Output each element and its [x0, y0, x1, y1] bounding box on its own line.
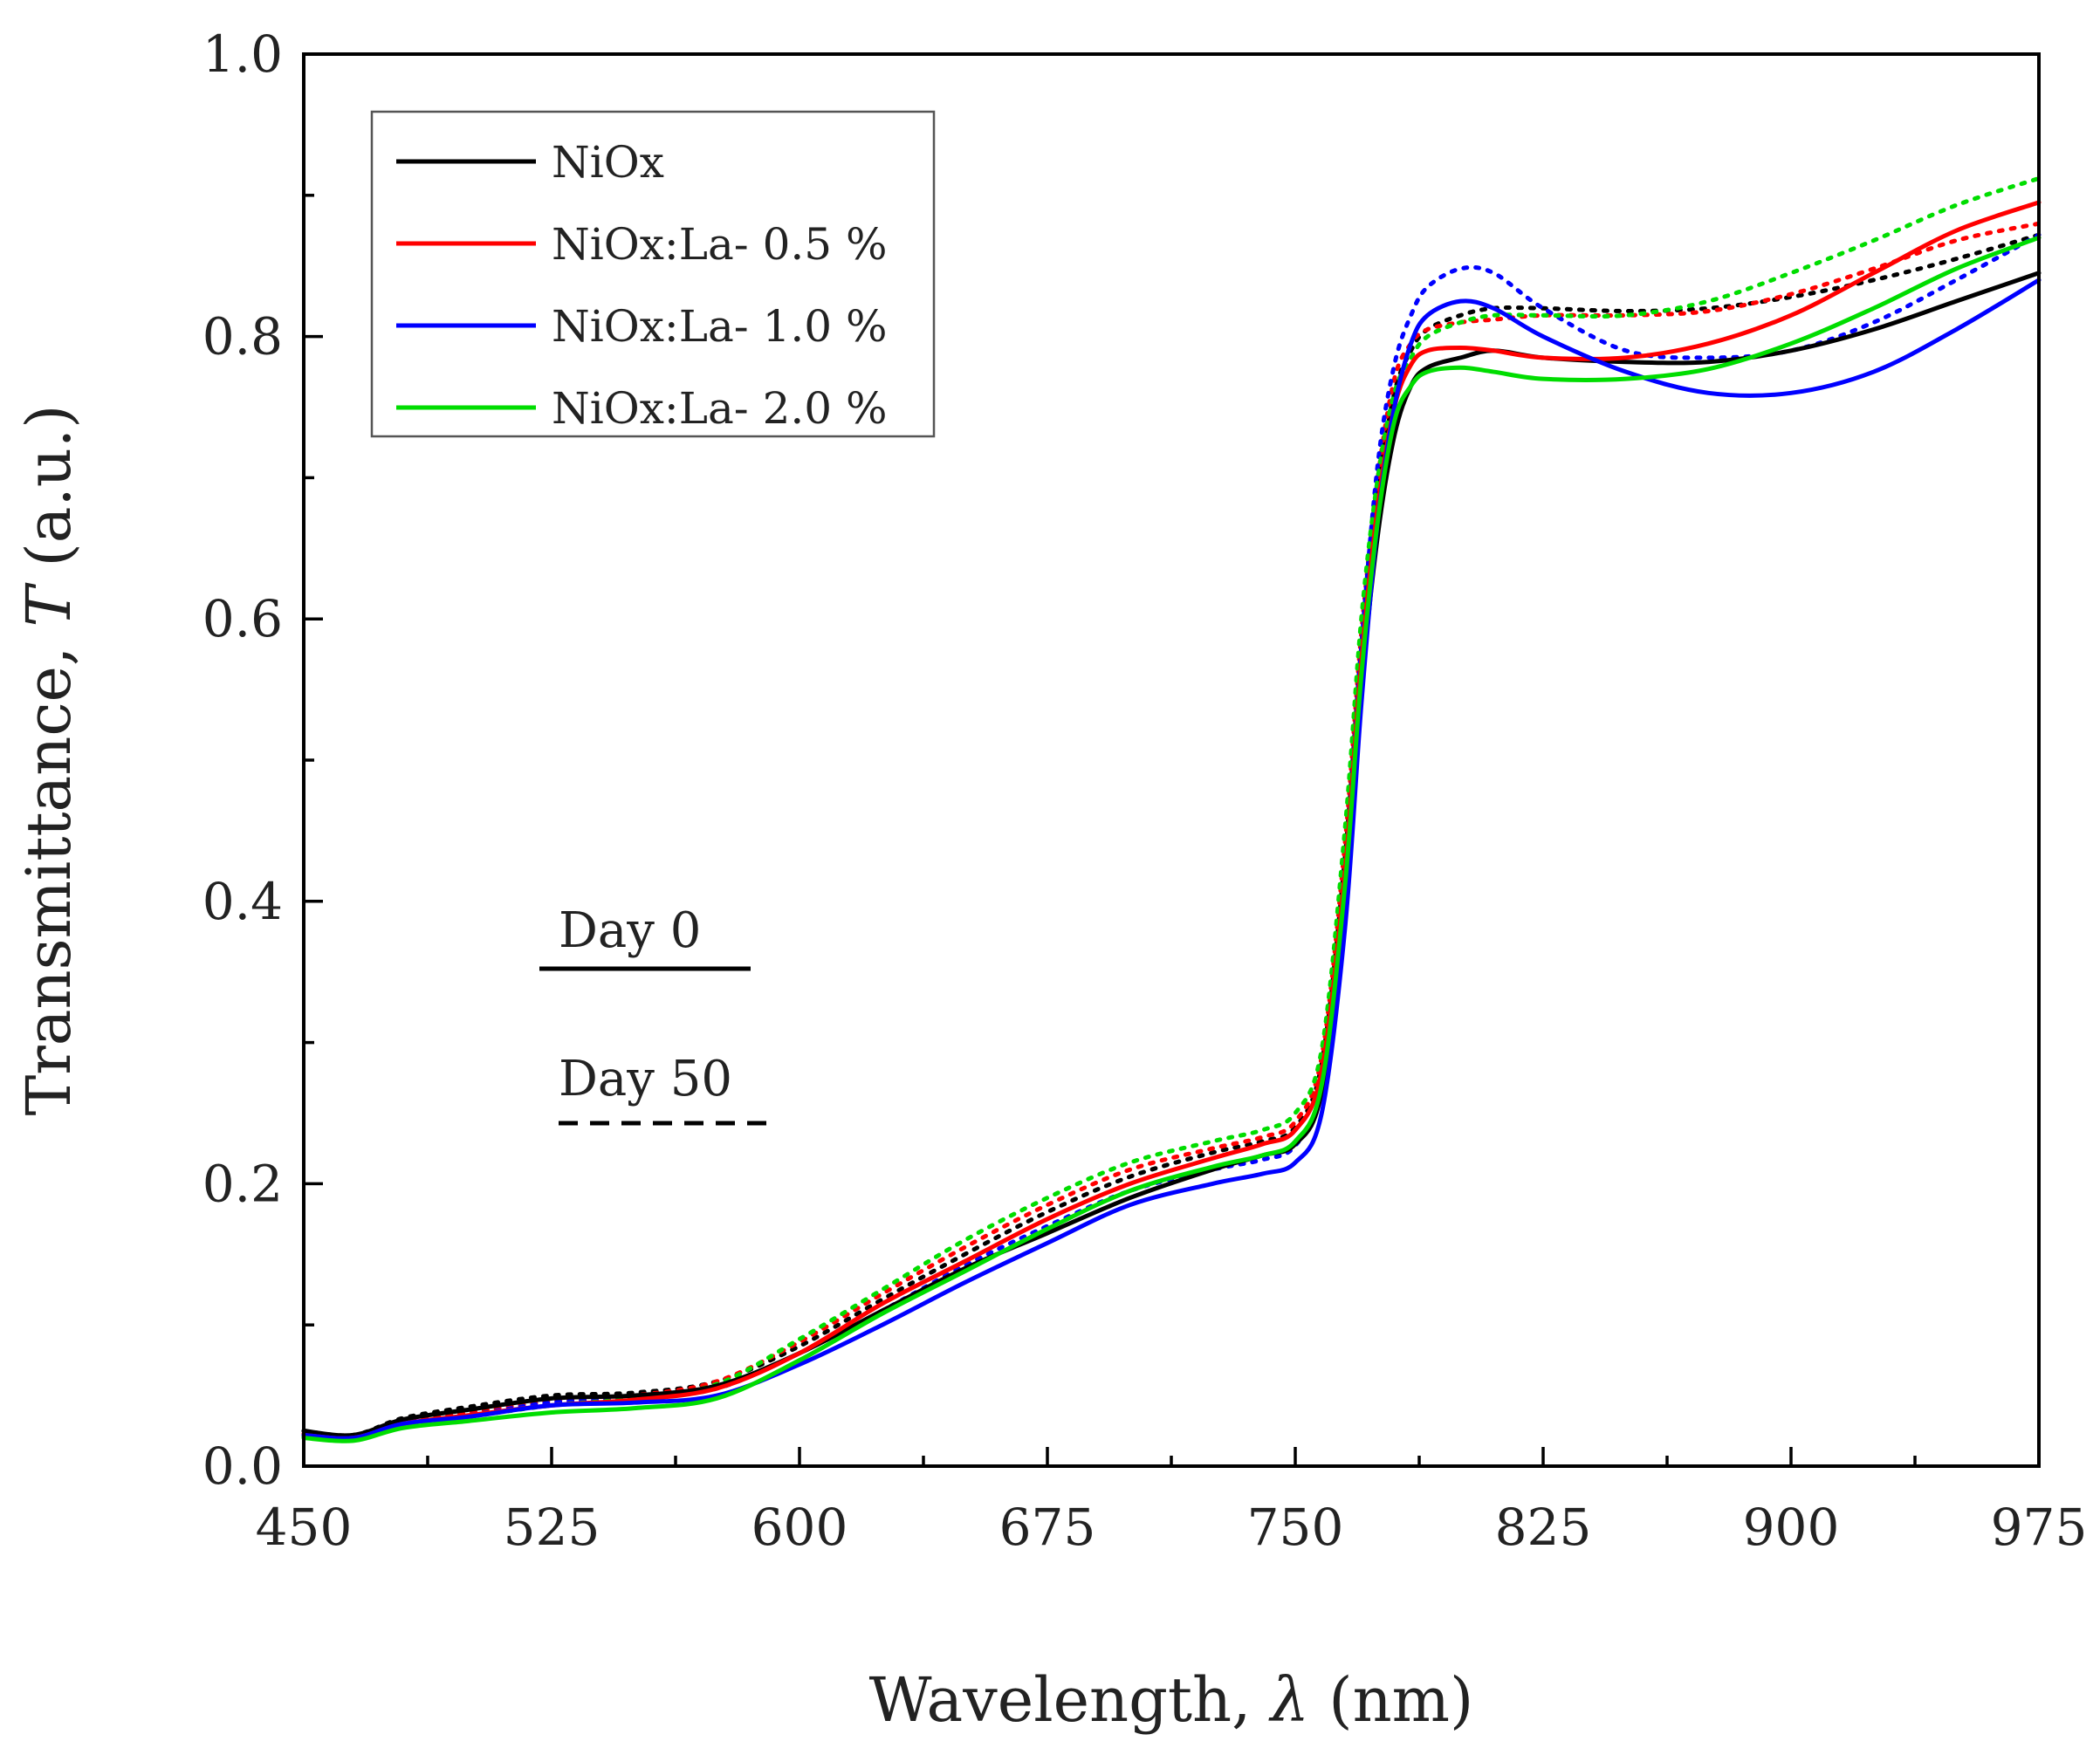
series-line-niox-la-2-0-day-50: [301, 175, 2042, 1443]
legend: NiOx NiOx:La- 0.5 % NiOx:La- 1.0 % NiOx:La-…: [370, 110, 936, 438]
series-line-niox-la-2-0: [301, 235, 2042, 1443]
x-tick-label: 900: [1743, 1498, 1840, 1557]
y-tick-label: 0.2: [202, 1154, 283, 1213]
day-key-label: Day 0: [559, 902, 701, 959]
y-tick-label: 0.0: [202, 1436, 283, 1496]
x-tick-label: 750: [1247, 1498, 1344, 1557]
legend-label: NiOx:La- 1.0 %: [552, 301, 888, 352]
day-style-key: Day 0 Day 50: [539, 902, 770, 1126]
x-tick-label: 450: [256, 1498, 353, 1557]
legend-label: NiOx:La- 2.0 %: [552, 383, 888, 434]
series-layer: [301, 175, 2042, 1443]
legend-box: [370, 110, 936, 438]
y-tick-label: 0.8: [202, 307, 283, 367]
plot-frame: [302, 52, 2041, 1468]
y-tick-label: 0.6: [202, 589, 283, 648]
x-axis-label: Wavelength, λ (nm): [869, 1664, 1474, 1736]
ticks-layer: 450 525 600 675 750 825 900 975 0.0 0.2 0.4 0.6 0.8 1…: [202, 24, 2088, 1557]
legend-label: NiOx: [552, 137, 664, 188]
y-tick-label: 0.4: [202, 872, 283, 931]
y-tick-label: 1.0: [202, 24, 283, 84]
series-line-niox-la-0-5-day-50: [301, 221, 2042, 1440]
x-tick-label: 600: [751, 1498, 848, 1557]
y-axis-label: Transmittance, T (a.u.): [13, 405, 85, 1116]
series-line-niox-la-1-0: [301, 278, 2042, 1441]
x-tick-label: 525: [504, 1498, 600, 1557]
x-tick-label: 975: [1991, 1498, 2088, 1557]
x-tick-label: 675: [999, 1498, 1096, 1557]
x-tick-label: 825: [1495, 1498, 1592, 1557]
day-key-label: Day 50: [559, 1051, 732, 1107]
legend-label: NiOx:La- 0.5 %: [552, 219, 888, 270]
